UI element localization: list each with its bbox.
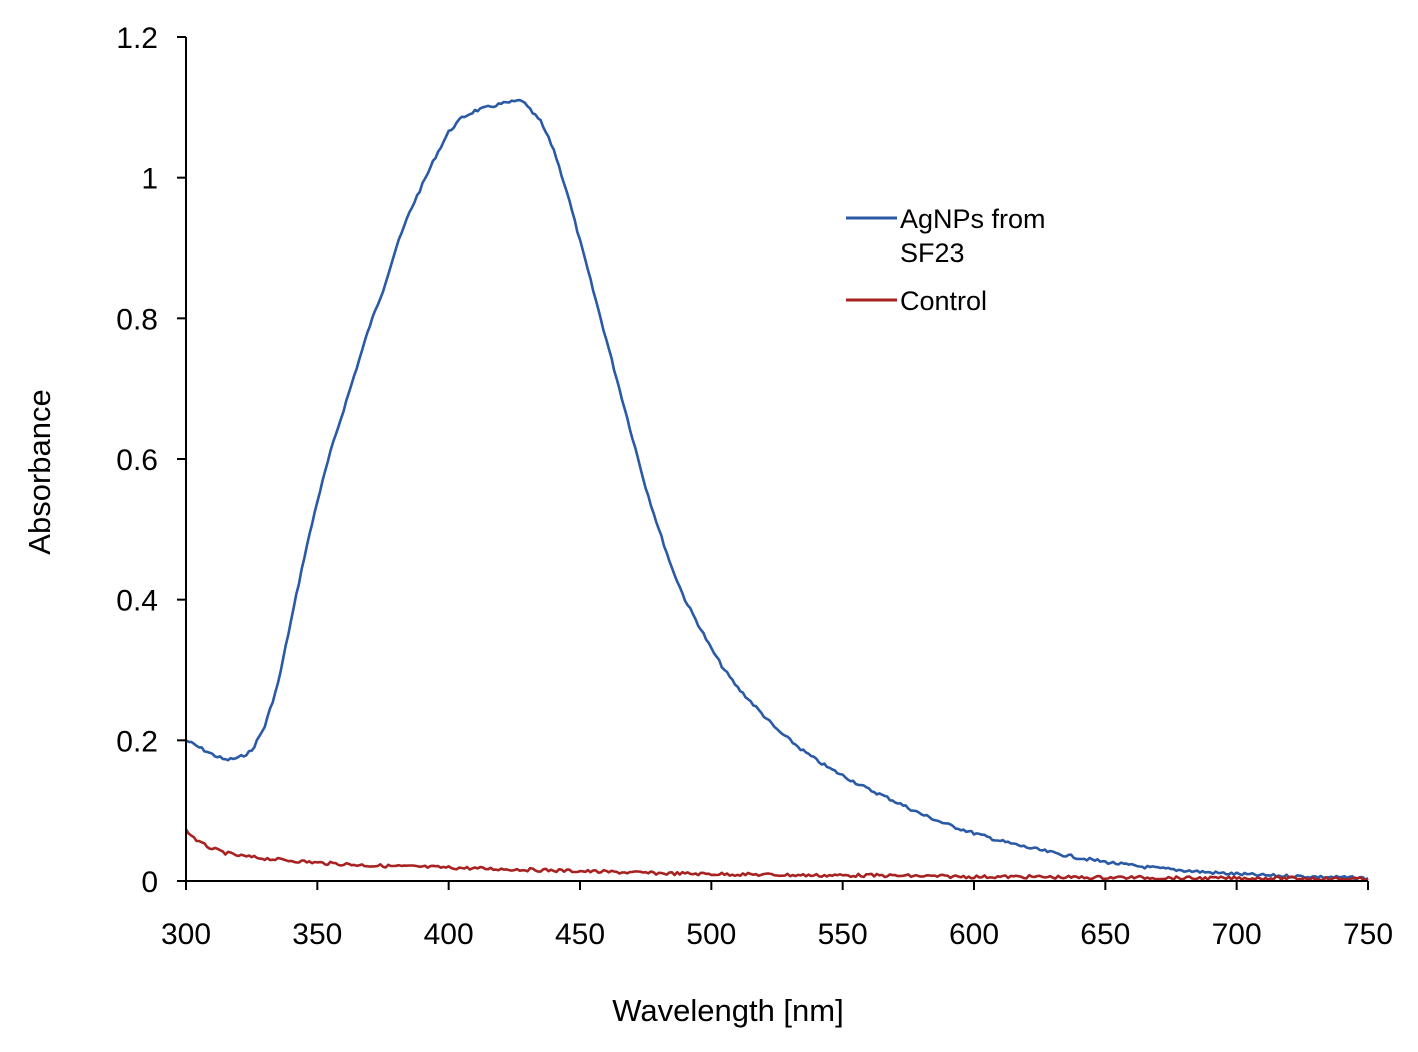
axes: 0 0.2 0.4 0.6 0.8 1 1.2 300 350 400 450 500 550 600 6… — [116, 22, 1393, 951]
x-tick-label: 700 — [1212, 918, 1262, 951]
x-tick-label: 750 — [1343, 918, 1393, 951]
x-tick-label: 650 — [1080, 918, 1130, 951]
legend-label-0: AgNPs from — [900, 204, 1046, 234]
x-tick-label: 550 — [818, 918, 868, 951]
y-tick-label: 0.8 — [116, 303, 158, 336]
x-tick-label: 300 — [161, 918, 211, 951]
y-tick-label: 0 — [141, 866, 158, 899]
x-tick-label: 600 — [949, 918, 999, 951]
series-line-0 — [185, 98, 1369, 881]
y-tick-label: 0.4 — [116, 585, 158, 618]
x-axis-title: Wavelength [nm] — [612, 993, 843, 1028]
legend: AgNPs from SF23 Control — [846, 204, 1046, 316]
series-line-1 — [184, 828, 1369, 882]
y-tick-label: 1 — [141, 163, 158, 196]
x-ticks: 300 350 400 450 500 550 600 650 700 750 — [161, 881, 1393, 951]
x-tick-label: 500 — [686, 918, 736, 951]
x-tick-label: 400 — [424, 918, 474, 951]
y-tick-label: 0.6 — [116, 444, 158, 477]
plot-area — [184, 98, 1369, 882]
y-axis-title: Absorbance — [22, 389, 57, 554]
x-tick-label: 450 — [555, 918, 605, 951]
y-tick-label: 0.2 — [116, 725, 158, 758]
x-tick-label: 350 — [292, 918, 342, 951]
y-ticks: 0 0.2 0.4 0.6 0.8 1 1.2 — [116, 22, 186, 899]
legend-label-1: Control — [900, 286, 987, 316]
y-tick-label: 1.2 — [116, 22, 158, 55]
legend-label-0: SF23 — [900, 238, 965, 268]
